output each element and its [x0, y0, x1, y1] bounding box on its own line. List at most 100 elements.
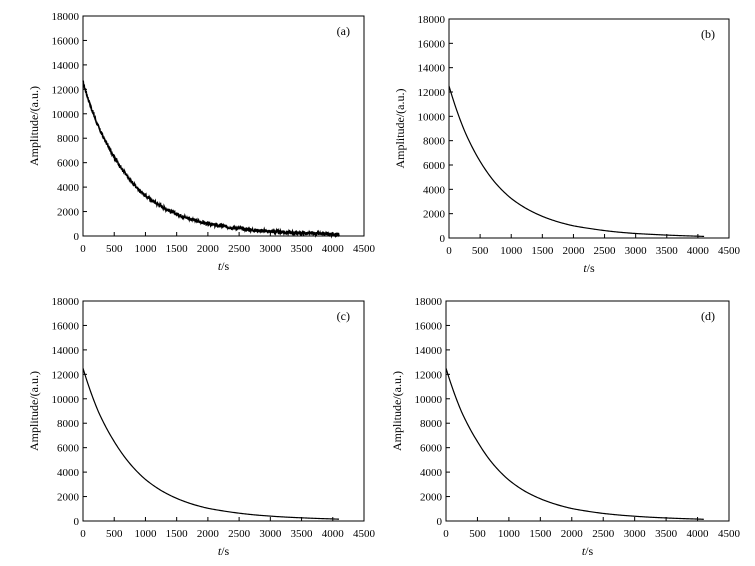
x-tick-label: 2000: [561, 528, 584, 540]
y-tick-label: 14000: [415, 345, 443, 357]
x-tick-label: 3000: [625, 245, 648, 257]
x-tick-label: 1000: [500, 245, 523, 257]
y-tick-label: 10000: [52, 394, 80, 406]
x-tick-label: 2000: [197, 243, 220, 255]
x-tick-label: 0: [446, 245, 452, 257]
y-tick-label: 16000: [415, 320, 443, 332]
x-tick-label: 1000: [134, 243, 157, 255]
y-tick-label: 8000: [423, 136, 446, 148]
series-line: [82, 368, 340, 520]
x-axis-title: t/s: [582, 544, 594, 558]
y-tick-label: 14000: [52, 60, 80, 72]
x-tick-label: 0: [80, 528, 86, 540]
y-tick-label: 6000: [423, 160, 446, 172]
x-tick-label: 3500: [656, 245, 679, 257]
y-tick-label: 16000: [52, 320, 80, 332]
x-tick-label: 4000: [322, 528, 345, 540]
x-tick-label: 3500: [291, 528, 314, 540]
y-tick-label: 2000: [57, 207, 80, 219]
y-tick-label: 2000: [420, 492, 443, 504]
x-tick-label: 1500: [531, 245, 554, 257]
y-tick-label: 10000: [415, 394, 443, 406]
y-tick-label: 4000: [420, 467, 443, 479]
y-tick-label: 10000: [418, 111, 446, 123]
y-tick-label: 2000: [57, 492, 80, 504]
chart-panel: 0 500 1000 1500 2000 2500 3000 3500 4000 4500 0 200…: [390, 296, 741, 558]
y-tick-label: 0: [437, 516, 443, 528]
x-tick-label: 4000: [687, 528, 710, 540]
x-tick-label: 3000: [259, 243, 282, 255]
y-tick-label: 16000: [52, 35, 80, 47]
x-tick-label: 3500: [291, 243, 314, 255]
y-tick-label: 0: [74, 516, 80, 528]
y-tick-label: 10000: [52, 109, 80, 121]
x-tick-label: 2500: [592, 528, 615, 540]
y-axis-title: Amplitude/(a.u.): [27, 86, 41, 166]
y-tick-label: 8000: [420, 418, 443, 430]
panel-label: (c): [337, 309, 350, 323]
y-tick-label: 8000: [57, 133, 80, 145]
y-tick-label: 4000: [423, 184, 446, 196]
x-tick-label: 2500: [228, 528, 251, 540]
x-tick-label: 1500: [166, 528, 189, 540]
x-axis-title: t/s: [218, 259, 230, 273]
y-tick-label: 2000: [423, 209, 446, 221]
y-tick-label: 14000: [418, 63, 446, 75]
x-tick-label: 0: [80, 243, 86, 255]
x-tick-label: 2500: [594, 245, 617, 257]
y-tick-label: 12000: [52, 369, 80, 381]
x-tick-label: 4000: [322, 243, 345, 255]
plot-frame: [82, 15, 365, 237]
y-axis-title: Amplitude/(a.u.): [393, 89, 407, 169]
x-tick-label: 4500: [353, 243, 376, 255]
x-axis-title: t/s: [583, 261, 595, 275]
plot-frame: [448, 18, 730, 239]
y-axis-title: Amplitude/(a.u.): [390, 371, 404, 451]
x-tick-label: 3500: [655, 528, 678, 540]
x-axis-title: t/s: [218, 544, 230, 558]
y-tick-label: 6000: [420, 443, 443, 455]
chart-panel: 0 500 1000 1500 2000 2500 3000 3500 4000 4500 0 200…: [27, 296, 376, 558]
chart-panel: 0 500 1000 1500 2000 2500 3000 3500 4000 4500 0 200…: [393, 14, 741, 275]
x-tick-label: 500: [106, 528, 123, 540]
series-line: [82, 80, 340, 239]
y-axis-title: Amplitude/(a.u.): [27, 371, 41, 451]
x-tick-label: 4500: [718, 528, 741, 540]
x-tick-label: 1500: [529, 528, 552, 540]
y-tick-label: 6000: [57, 158, 80, 170]
y-tick-label: 18000: [415, 296, 443, 308]
x-tick-label: 0: [443, 528, 449, 540]
x-tick-label: 2500: [228, 243, 251, 255]
panel-label: (d): [701, 309, 715, 323]
x-tick-label: 4500: [353, 528, 376, 540]
x-tick-label: 1000: [134, 528, 157, 540]
y-tick-label: 0: [74, 231, 80, 243]
y-tick-label: 12000: [418, 87, 446, 99]
y-tick-label: 8000: [57, 418, 80, 430]
y-tick-label: 0: [440, 233, 446, 245]
y-tick-label: 6000: [57, 443, 80, 455]
x-tick-label: 500: [469, 528, 486, 540]
y-tick-label: 4000: [57, 182, 80, 194]
x-tick-label: 500: [472, 245, 489, 257]
y-tick-label: 18000: [418, 14, 446, 26]
series-line: [445, 368, 704, 520]
x-tick-label: 500: [106, 243, 123, 255]
plot-frame: [82, 300, 365, 522]
panel-label: (b): [701, 27, 715, 41]
x-tick-label: 1000: [498, 528, 521, 540]
x-tick-label: 4000: [687, 245, 710, 257]
x-tick-label: 4500: [718, 245, 741, 257]
y-tick-label: 18000: [52, 296, 80, 308]
x-tick-label: 3000: [259, 528, 282, 540]
y-tick-label: 12000: [415, 369, 443, 381]
y-tick-label: 14000: [52, 345, 80, 357]
y-tick-label: 12000: [52, 84, 80, 96]
x-tick-label: 2000: [562, 245, 585, 257]
chart-panel: 0 500 1000 1500 2000 2500 3000 3500 4000 4500 0 200…: [27, 11, 376, 273]
plot-frame: [445, 300, 730, 522]
series-line: [448, 85, 705, 238]
panel-label: (a): [337, 24, 350, 38]
y-tick-label: 4000: [57, 467, 80, 479]
